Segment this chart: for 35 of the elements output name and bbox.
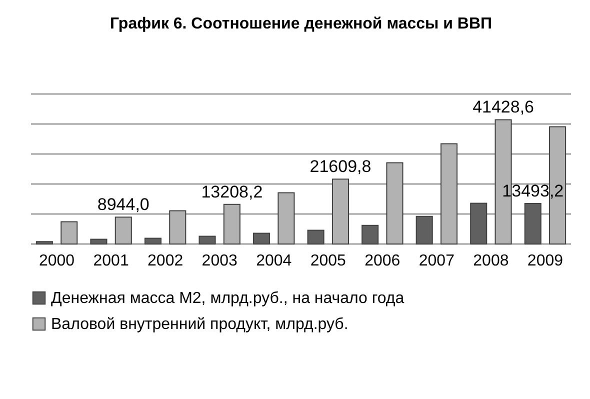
bar <box>253 232 270 244</box>
bar <box>36 241 53 244</box>
x-tick-label: 2006 <box>364 252 400 270</box>
data-label: 21609,8 <box>310 157 372 176</box>
x-tick-label: 2002 <box>148 252 184 270</box>
bar <box>144 238 162 244</box>
data-label: 8944,0 <box>97 195 150 214</box>
bar <box>524 203 542 244</box>
x-tick-label: 2000 <box>38 252 75 270</box>
x-tick-label: 2009 <box>527 252 564 270</box>
bar <box>278 192 295 244</box>
x-tick-label: 2005 <box>310 252 346 270</box>
x-tick-label: 2004 <box>256 252 292 270</box>
legend-label: Валовой внутренний продукт, млрд.руб. <box>51 316 348 333</box>
x-tick-label: 2003 <box>202 252 238 270</box>
data-label: 41428,6 <box>472 98 534 117</box>
bar <box>114 216 132 244</box>
bar <box>470 202 488 244</box>
bar <box>386 162 404 244</box>
bar <box>60 221 78 244</box>
x-tick-label: 2007 <box>418 252 455 270</box>
chart-title: График 6. Соотношение денежной массы и ВВП <box>110 15 492 32</box>
bar <box>90 238 108 244</box>
bar <box>307 230 324 244</box>
bar <box>416 216 433 244</box>
bar <box>362 224 379 244</box>
bar <box>169 210 186 244</box>
bar <box>332 178 349 244</box>
legend-label: Денежная масса М2, млрд.руб., на начало года <box>51 290 404 307</box>
x-tick-label: 2008 <box>473 252 509 270</box>
x-tick-label: 2001 <box>93 252 129 270</box>
data-label: 13208,2 <box>201 182 263 202</box>
bar <box>198 236 216 244</box>
bar <box>223 204 240 244</box>
bar <box>440 143 458 244</box>
